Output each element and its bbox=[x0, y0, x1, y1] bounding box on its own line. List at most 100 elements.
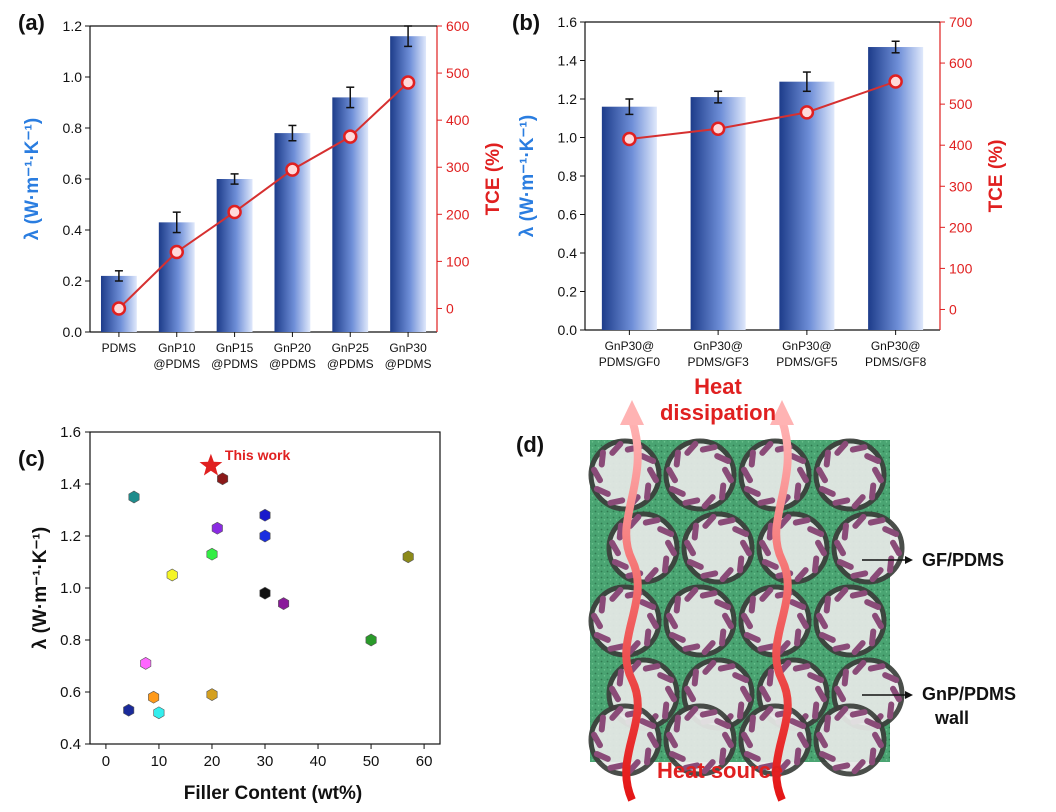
gnp-flake bbox=[757, 762, 776, 771]
gnp-flake bbox=[759, 586, 774, 602]
panel-d: (d) Heat dissipation Heat source GF/PDMS … bbox=[516, 374, 1016, 802]
gf-pdms-label: GF/PDMS bbox=[922, 550, 1004, 570]
gnp-flake bbox=[665, 685, 677, 703]
gnp-flake bbox=[890, 685, 902, 703]
heat-source-label: Heat source bbox=[657, 758, 783, 783]
gnp-flake bbox=[593, 632, 611, 643]
gnp-flake bbox=[714, 718, 732, 729]
x-tick-label: GnP25 @PDMS bbox=[327, 341, 374, 371]
gnp-flake bbox=[673, 714, 681, 733]
gnp-flake bbox=[792, 663, 811, 672]
gnp-flake bbox=[761, 559, 779, 570]
gnp-flake bbox=[611, 559, 629, 570]
gnp-flake bbox=[639, 453, 657, 464]
gnp-flake bbox=[841, 522, 849, 541]
gnp-flake bbox=[668, 632, 686, 643]
data-point bbox=[206, 688, 218, 701]
gnp-flake bbox=[639, 599, 657, 610]
data-point bbox=[206, 547, 218, 561]
data-point bbox=[259, 529, 271, 543]
x-tick-label: 10 bbox=[151, 753, 168, 770]
gnp-flake bbox=[722, 731, 734, 749]
y-tick-label-left: 0.0 bbox=[63, 324, 83, 340]
gnp-flake bbox=[684, 539, 696, 557]
y-tick-label-right: 100 bbox=[446, 253, 470, 269]
gnp-flake bbox=[748, 595, 756, 614]
gnp-flake bbox=[850, 570, 869, 579]
gnp-flake bbox=[816, 612, 828, 630]
x-tick-label: 0 bbox=[102, 753, 110, 770]
gnp-pdms-wall-label: GnP/PDMS wall bbox=[922, 684, 1016, 728]
gnp-flake bbox=[642, 517, 661, 526]
gnp-flake bbox=[815, 539, 827, 557]
gnp-flake bbox=[841, 668, 849, 687]
y-tick-label-right: 500 bbox=[446, 65, 470, 81]
y-tick-label-left: 0.6 bbox=[558, 207, 578, 223]
gnp-flake bbox=[639, 718, 657, 729]
y-tick-label-left: 1.0 bbox=[558, 130, 578, 146]
gnp-flake bbox=[714, 599, 732, 610]
gnp-flake bbox=[732, 526, 750, 537]
gnp-flake bbox=[684, 705, 699, 721]
gnp-flake bbox=[593, 751, 611, 762]
gnp-flake bbox=[701, 494, 716, 510]
gnp-flake bbox=[647, 731, 659, 749]
gnp-flake bbox=[748, 449, 756, 468]
gnp-flake bbox=[701, 759, 716, 775]
gnp-flake bbox=[789, 599, 807, 610]
tce-point bbox=[227, 204, 242, 220]
gnp-flake bbox=[644, 747, 652, 766]
gnp-flake bbox=[616, 522, 624, 541]
y-tick-label-right: 300 bbox=[949, 178, 973, 194]
y-tick-label-left: 0.6 bbox=[63, 171, 83, 187]
gnp-flake bbox=[849, 709, 868, 718]
gnp-flake bbox=[668, 486, 686, 497]
this-work-star bbox=[199, 453, 223, 476]
gnp-flake bbox=[657, 672, 675, 683]
y-tick-label-left: 0.2 bbox=[558, 284, 578, 300]
data-point bbox=[211, 521, 223, 535]
gnp-flake bbox=[766, 668, 774, 687]
y-tick-label-left: 1.2 bbox=[558, 91, 578, 107]
gnp-flake bbox=[812, 701, 820, 720]
heat-wave-left bbox=[622, 418, 642, 802]
gnp-flake bbox=[748, 714, 756, 733]
y-tick-label-left: 1.4 bbox=[558, 53, 578, 69]
gnp-flake bbox=[666, 466, 678, 484]
tce-point bbox=[622, 131, 637, 147]
gnp-flake bbox=[851, 759, 866, 775]
bar bbox=[779, 81, 835, 330]
gnp-flake bbox=[740, 539, 752, 557]
y-tick-label: 1.4 bbox=[60, 476, 81, 493]
gnp-flake bbox=[607, 497, 626, 506]
data-point bbox=[166, 568, 178, 582]
gnp-flake bbox=[719, 628, 727, 647]
chart-b: 0.0 0.2 0.4 0.6 0.8 1.0 1.2 1.4 1.6 0 100 200 300 400… bbox=[517, 14, 1007, 369]
gnp-flake bbox=[834, 705, 849, 721]
gnp-flake bbox=[757, 643, 776, 652]
y-tick-label-left: 0.4 bbox=[63, 222, 83, 238]
gnp-flake bbox=[743, 632, 761, 643]
bar bbox=[158, 222, 195, 332]
tce-point bbox=[400, 75, 416, 90]
gnp-flake bbox=[818, 632, 836, 643]
gnp-flake bbox=[598, 595, 606, 614]
gnp-flake bbox=[598, 449, 606, 468]
y-tick-label-left: 0.2 bbox=[63, 273, 83, 289]
gnp-flake bbox=[609, 440, 624, 456]
y-tick-label-right: 500 bbox=[949, 96, 973, 112]
x-tick-label: 30 bbox=[257, 753, 274, 770]
gnp-flake bbox=[872, 466, 884, 484]
x-tick-label: 50 bbox=[363, 753, 380, 770]
panel-b-label: (b) bbox=[512, 10, 540, 35]
gnp-flake bbox=[872, 612, 884, 630]
y-tick-label-right: 400 bbox=[446, 112, 470, 128]
tce-line bbox=[629, 80, 896, 141]
gnp-flake bbox=[682, 762, 701, 771]
gnp-flake bbox=[740, 685, 752, 703]
gnp-flake bbox=[701, 640, 716, 656]
gnp-flake bbox=[743, 486, 761, 497]
gnp-flake bbox=[882, 672, 900, 683]
x-tick-label: GnP30@ PDMS/GF3 bbox=[687, 339, 749, 369]
gnp-flake bbox=[719, 747, 727, 766]
